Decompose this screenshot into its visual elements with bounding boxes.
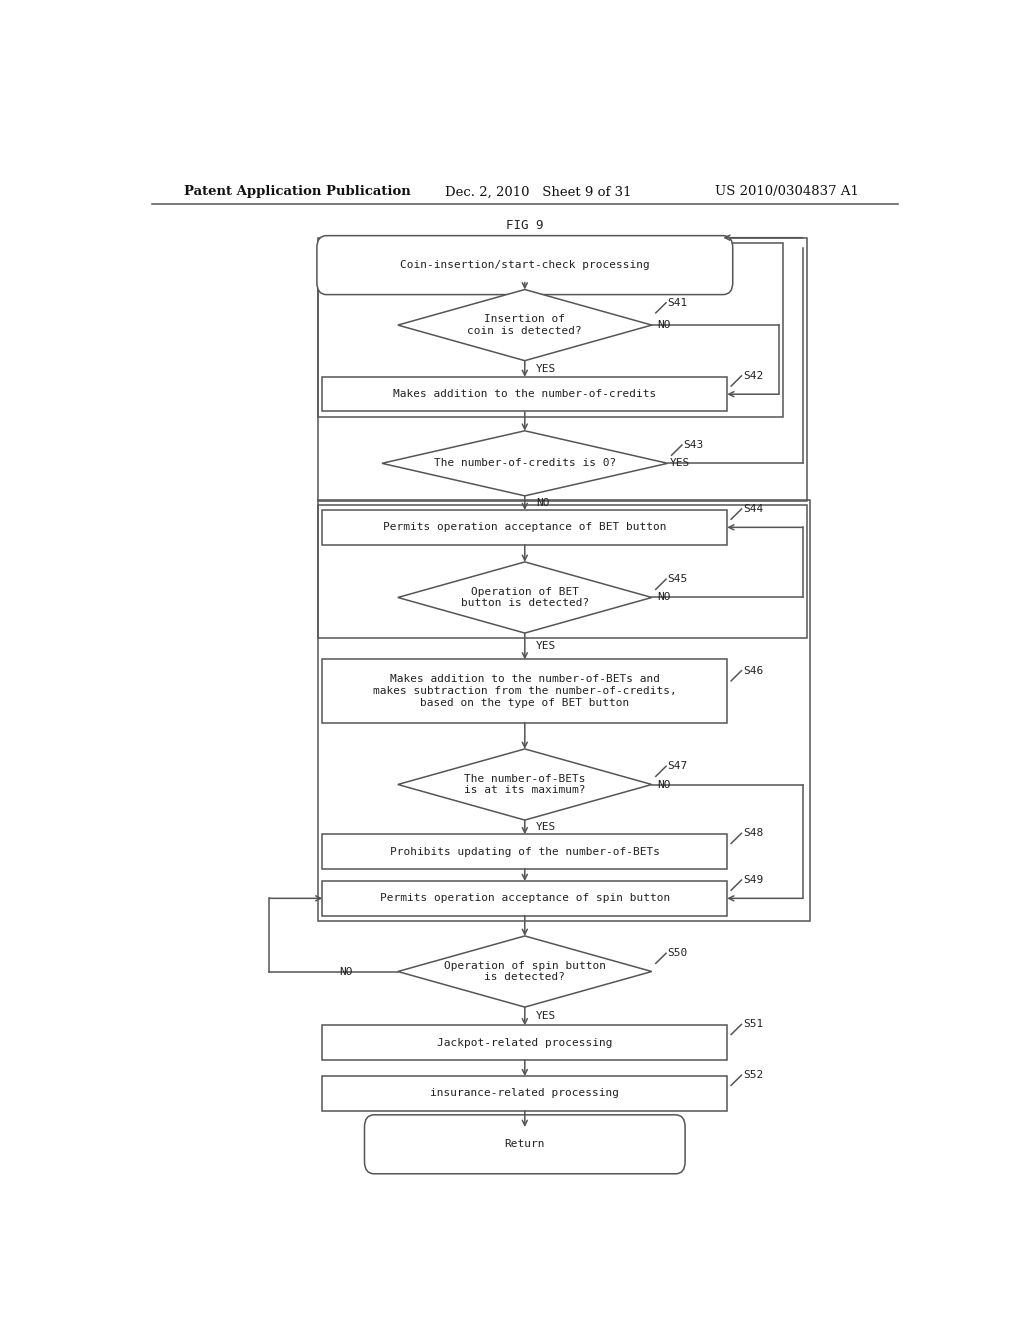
Text: Jackpot-related processing: Jackpot-related processing: [437, 1038, 612, 1048]
Text: FIG 9: FIG 9: [506, 219, 544, 232]
Text: NO: NO: [657, 780, 671, 789]
Text: S41: S41: [668, 298, 688, 308]
Bar: [318, 500, 811, 921]
Text: NO: NO: [657, 593, 671, 602]
Text: NO: NO: [657, 319, 671, 330]
Text: Patent Application Publication: Patent Application Publication: [183, 185, 411, 198]
Bar: [318, 238, 807, 500]
Text: Permits operation acceptance of BET button: Permits operation acceptance of BET butt…: [383, 523, 667, 532]
Text: S45: S45: [668, 574, 688, 585]
Text: Makes addition to the number-of-credits: Makes addition to the number-of-credits: [393, 389, 656, 399]
Polygon shape: [397, 289, 652, 360]
Bar: [323, 834, 727, 869]
Text: Permits operation acceptance of spin button: Permits operation acceptance of spin but…: [380, 894, 670, 903]
Text: US 2010/0304837 A1: US 2010/0304837 A1: [715, 185, 859, 198]
Bar: [323, 1076, 727, 1110]
Text: S46: S46: [743, 665, 763, 676]
Bar: [323, 660, 727, 722]
FancyBboxPatch shape: [365, 1115, 685, 1173]
Text: YES: YES: [536, 822, 556, 832]
Bar: [323, 378, 727, 412]
Text: Coin-insertion/start-check processing: Coin-insertion/start-check processing: [400, 260, 649, 271]
Text: NO: NO: [340, 966, 353, 977]
Bar: [318, 506, 807, 638]
Text: NO: NO: [536, 498, 550, 508]
Text: S51: S51: [743, 1019, 763, 1030]
Text: S47: S47: [668, 762, 688, 771]
Polygon shape: [397, 562, 652, 634]
Text: Return: Return: [505, 1139, 545, 1150]
Bar: [323, 880, 727, 916]
Text: The number-of-credits is 0?: The number-of-credits is 0?: [434, 458, 615, 469]
Text: S52: S52: [743, 1071, 763, 1080]
Text: insurance-related processing: insurance-related processing: [430, 1089, 620, 1098]
Polygon shape: [382, 430, 668, 496]
Bar: [323, 510, 727, 545]
Text: YES: YES: [670, 458, 690, 469]
Text: YES: YES: [536, 1011, 556, 1022]
FancyBboxPatch shape: [316, 236, 733, 294]
Text: S44: S44: [743, 504, 763, 513]
Text: S50: S50: [668, 948, 688, 958]
Text: S49: S49: [743, 875, 763, 884]
Text: YES: YES: [536, 364, 556, 374]
Text: Makes addition to the number-of-BETs and
makes subtraction from the number-of-cr: Makes addition to the number-of-BETs and…: [373, 675, 677, 708]
Text: The number-of-BETs
is at its maximum?: The number-of-BETs is at its maximum?: [464, 774, 586, 796]
Text: Operation of BET
button is detected?: Operation of BET button is detected?: [461, 586, 589, 609]
Text: S48: S48: [743, 828, 763, 838]
Text: Insertion of
coin is detected?: Insertion of coin is detected?: [467, 314, 583, 335]
Text: Operation of spin button
is detected?: Operation of spin button is detected?: [443, 961, 606, 982]
Text: S42: S42: [743, 371, 763, 381]
Text: YES: YES: [536, 642, 556, 651]
Text: Dec. 2, 2010   Sheet 9 of 31: Dec. 2, 2010 Sheet 9 of 31: [445, 185, 632, 198]
Polygon shape: [397, 936, 652, 1007]
Text: Prohibits updating of the number-of-BETs: Prohibits updating of the number-of-BETs: [390, 846, 659, 857]
Polygon shape: [397, 748, 652, 820]
Text: S43: S43: [684, 440, 703, 450]
Bar: [323, 1026, 727, 1060]
Bar: [318, 243, 782, 417]
